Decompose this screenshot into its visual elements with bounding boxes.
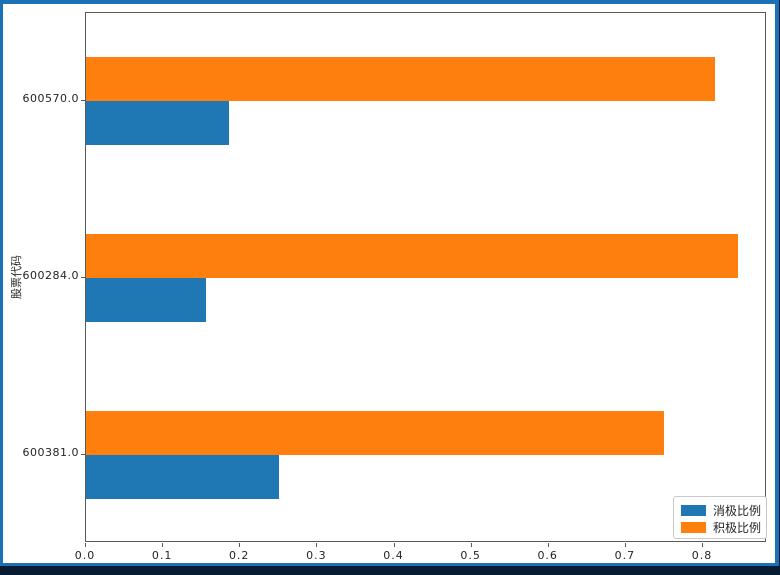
x-tick-label: 0.2 bbox=[228, 549, 250, 562]
legend-swatch bbox=[681, 505, 706, 516]
bar-negative-600570.0 bbox=[86, 101, 229, 146]
plot-area bbox=[85, 12, 766, 542]
legend-label: 消极比例 bbox=[713, 504, 762, 518]
y-tick-label: 600284.0 bbox=[22, 269, 79, 282]
legend-entry: 消极比例 bbox=[681, 502, 762, 519]
y-tick-label: 600570.0 bbox=[22, 92, 79, 106]
bar-negative-600284.0 bbox=[86, 278, 206, 322]
bar-positive-600570.0 bbox=[86, 57, 715, 102]
legend-entry: 积极比例 bbox=[681, 519, 762, 536]
bar-positive-600284.0 bbox=[86, 234, 738, 278]
x-tick-mark bbox=[547, 543, 549, 547]
legend: 消极比例 积极比例 bbox=[673, 496, 767, 539]
x-tick-label: 0.8 bbox=[691, 549, 713, 562]
bar-negative-600381.0 bbox=[86, 454, 279, 499]
chart-figure: 股票代码 消极比例 积极比例 600570.0 600284.0 600381.0 0.… bbox=[3, 4, 775, 563]
x-tick-mark bbox=[470, 543, 472, 547]
x-tick-mark bbox=[239, 543, 241, 547]
x-tick-label: 0.0 bbox=[74, 549, 96, 562]
bar-positive-600381.0 bbox=[86, 410, 665, 455]
y-tick-mark bbox=[81, 453, 85, 455]
x-tick-label: 0.4 bbox=[383, 549, 404, 562]
x-tick-mark bbox=[624, 543, 626, 547]
x-tick-label: 0.5 bbox=[460, 549, 481, 562]
legend-label: 积极比例 bbox=[713, 521, 762, 535]
x-tick-label: 0.7 bbox=[614, 549, 636, 562]
x-tick-mark bbox=[316, 543, 318, 547]
x-tick-label: 0.3 bbox=[306, 549, 327, 562]
x-tick-mark bbox=[162, 543, 164, 547]
x-tick-label: 0.1 bbox=[151, 549, 173, 562]
legend-swatch bbox=[681, 522, 706, 533]
x-tick-mark bbox=[85, 543, 86, 547]
y-tick-mark bbox=[81, 277, 85, 278]
x-tick-mark bbox=[702, 543, 703, 547]
y-tick-label: 600381.0 bbox=[22, 445, 79, 459]
y-tick-mark bbox=[81, 100, 85, 102]
x-tick-mark bbox=[393, 543, 395, 547]
x-tick-label: 0.6 bbox=[537, 549, 558, 562]
